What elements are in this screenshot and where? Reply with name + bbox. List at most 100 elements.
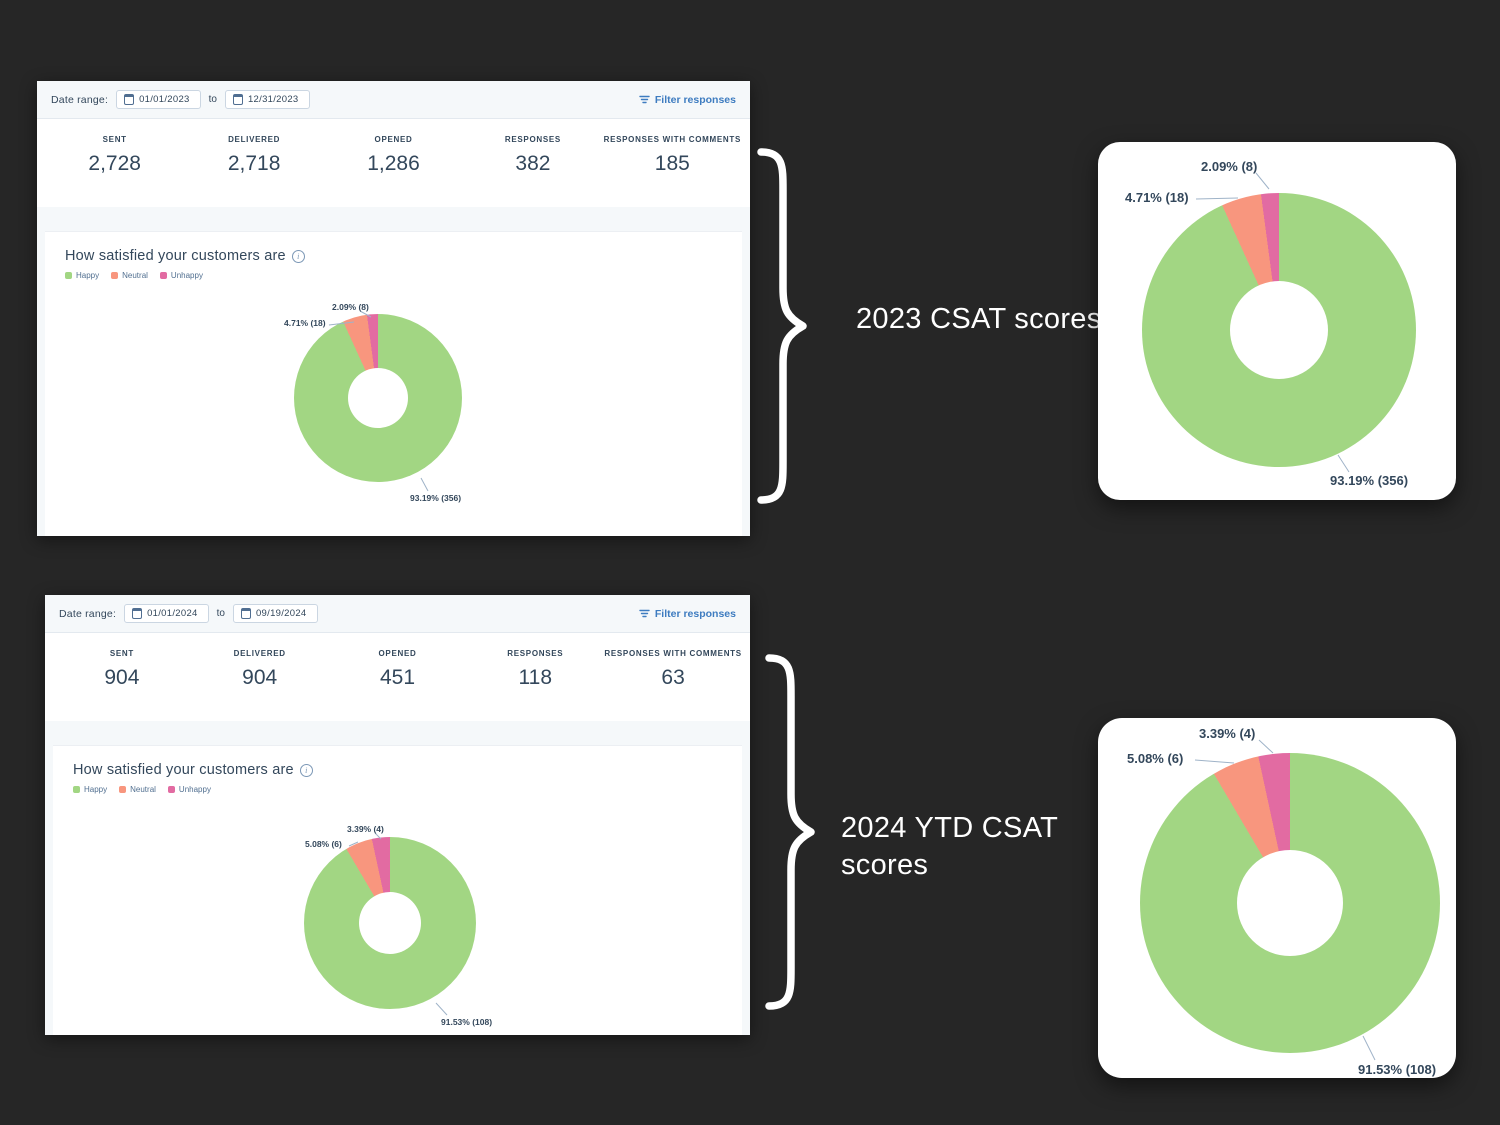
legend-dot-neutral xyxy=(119,786,127,793)
calendar-icon xyxy=(132,608,143,619)
date-to-connector: to xyxy=(216,608,225,619)
calendar-icon xyxy=(232,94,243,105)
csat-chart-card: How satisfied your customers are Happy N… xyxy=(53,745,742,1035)
stat-opened: OPENED 451 xyxy=(329,649,467,690)
dashboard-2023-screenshot: Date range: 01/01/2023 to 12/31/2023 Fil… xyxy=(37,81,750,536)
stat-label: DELIVERED xyxy=(228,135,281,144)
stat-value: 63 xyxy=(661,666,685,689)
filter-responses-label: Filter responses xyxy=(654,607,736,620)
legend-dot-unhappy xyxy=(167,786,175,793)
stat-responses-with-comments: RESPONSES WITH COMMENTS 63 xyxy=(604,649,742,690)
info-icon[interactable] xyxy=(291,249,305,263)
zoomed-chart-card-2024: 3.39% (4) 5.08% (6) 91.53% (108) xyxy=(1098,718,1456,1078)
legend-item-unhappy: Unhappy xyxy=(159,271,203,280)
chart-legend: Happy Neutral Unhappy xyxy=(73,785,722,794)
dashboard-2024-screenshot: Date range: 01/01/2024 to 09/19/2024 Fil… xyxy=(45,595,750,1035)
legend-label: Unhappy xyxy=(170,271,203,280)
chart-legend: Happy Neutral Unhappy xyxy=(65,271,722,280)
legend-dot-happy xyxy=(73,786,80,793)
info-icon[interactable] xyxy=(299,763,313,777)
stat-value: 2,728 xyxy=(88,152,141,175)
stat-value: 185 xyxy=(654,152,690,175)
annotation-2023-csat-scores: 2023 CSAT scores xyxy=(856,303,1102,335)
stat-value: 904 xyxy=(104,666,140,689)
donut-chart-area: 2.09% (8) 4.71% (18) 93.19% (356) xyxy=(282,297,542,532)
filter-responses-link[interactable]: Filter responses xyxy=(639,94,736,106)
calendar-icon xyxy=(124,94,135,105)
slice-label-unhappy: 2.09% (8) xyxy=(332,302,369,312)
legend-dot-unhappy xyxy=(159,272,167,279)
slice-label-happy: 91.53% (108) xyxy=(441,1017,493,1027)
date-range-bar: Date range: 01/01/2024 to 09/19/2024 Fil… xyxy=(45,595,750,633)
legend-dot-happy xyxy=(65,272,72,279)
slice-label-neutral: 4.71% (18) xyxy=(284,318,326,328)
slice-label-neutral: 5.08% (6) xyxy=(1127,751,1184,766)
zoomed-chart-card-2023: 2.09% (8) 4.71% (18) 93.19% (356) xyxy=(1098,142,1456,500)
stat-label: RESPONSES xyxy=(504,135,561,144)
chart-title: How satisfied your customers are xyxy=(73,762,294,778)
filter-responses-link[interactable]: Filter responses xyxy=(639,608,736,620)
legend-item-happy: Happy xyxy=(73,785,107,794)
calendar-icon xyxy=(240,608,251,619)
date-to-value: 09/19/2024 xyxy=(255,608,307,619)
slice-label-neutral: 4.71% (18) xyxy=(1125,190,1189,205)
chart-title: How satisfied your customers are xyxy=(65,248,286,264)
stat-label: SENT xyxy=(102,135,127,144)
date-to-input[interactable]: 09/19/2024 xyxy=(232,604,318,623)
stat-label: OPENED xyxy=(378,649,417,658)
filter-icon xyxy=(639,95,650,104)
stat-value: 1,286 xyxy=(367,152,420,175)
stat-sent: SENT 904 xyxy=(53,649,191,690)
annotation-2024-csat-scores: 2024 YTD CSAT scores xyxy=(841,812,1059,881)
stat-responses: RESPONSES 382 xyxy=(463,135,602,176)
legend-label: Happy xyxy=(84,785,108,794)
slice-label-unhappy: 2.09% (8) xyxy=(1201,159,1258,174)
filter-icon xyxy=(639,609,650,618)
legend-item-neutral: Neutral xyxy=(111,271,148,280)
stat-value: 118 xyxy=(518,666,553,689)
legend-label: Neutral xyxy=(122,271,148,280)
slice-label-unhappy: 3.39% (4) xyxy=(347,824,384,834)
stat-value: 451 xyxy=(379,666,416,689)
stats-row: SENT 2,728 DELIVERED 2,718 OPENED 1,286 … xyxy=(37,119,750,207)
legend-item-happy: Happy xyxy=(65,271,99,280)
stat-opened: OPENED 1,286 xyxy=(324,135,463,176)
date-from-value: 01/01/2024 xyxy=(147,608,198,619)
slice-label-happy: 93.19% (356) xyxy=(1330,473,1409,488)
filter-responses-label: Filter responses xyxy=(654,93,736,106)
stats-row: SENT 904 DELIVERED 904 OPENED 451 RESPON… xyxy=(45,633,750,721)
legend-item-unhappy: Unhappy xyxy=(167,785,211,794)
legend-label: Happy xyxy=(76,271,100,280)
date-to-input[interactable]: 12/31/2023 xyxy=(224,90,310,109)
csat-donut-chart xyxy=(304,837,476,1009)
date-from-input[interactable]: 01/01/2023 xyxy=(116,90,201,109)
slice-label-neutral: 5.08% (6) xyxy=(305,839,342,849)
slice-label-happy: 91.53% (108) xyxy=(1358,1062,1437,1077)
slice-label-unhappy: 3.39% (4) xyxy=(1199,726,1256,741)
legend-label: Unhappy xyxy=(178,785,211,794)
stat-delivered: DELIVERED 904 xyxy=(191,649,329,690)
csat-donut-chart-zoomed xyxy=(1140,753,1440,1053)
date-from-input[interactable]: 01/01/2024 xyxy=(124,604,209,623)
stat-label: RESPONSES xyxy=(507,649,564,658)
slice-label-happy: 93.19% (356) xyxy=(410,493,462,503)
stat-label: OPENED xyxy=(374,135,413,144)
csat-chart-card: How satisfied your customers are Happy N… xyxy=(45,231,742,536)
stat-value: 904 xyxy=(242,666,278,689)
csat-donut-chart-zoomed xyxy=(1142,193,1416,467)
csat-donut-chart xyxy=(294,314,462,482)
stat-label: RESPONSES WITH COMMENTS xyxy=(603,135,742,144)
stat-value: 2,718 xyxy=(227,152,281,175)
legend-label: Neutral xyxy=(130,785,156,794)
legend-item-neutral: Neutral xyxy=(119,785,156,794)
date-range-label: Date range: xyxy=(59,607,117,620)
stat-label: RESPONSES WITH COMMENTS xyxy=(604,649,742,658)
stat-responses: RESPONSES 118 xyxy=(466,649,604,690)
stat-value: 382 xyxy=(515,152,551,175)
curly-brace-2023 xyxy=(757,148,807,504)
date-to-connector: to xyxy=(208,94,217,105)
stat-delivered: DELIVERED 2,718 xyxy=(184,135,323,176)
date-range-bar: Date range: 01/01/2023 to 12/31/2023 Fil… xyxy=(37,81,750,119)
stat-label: DELIVERED xyxy=(233,649,286,658)
